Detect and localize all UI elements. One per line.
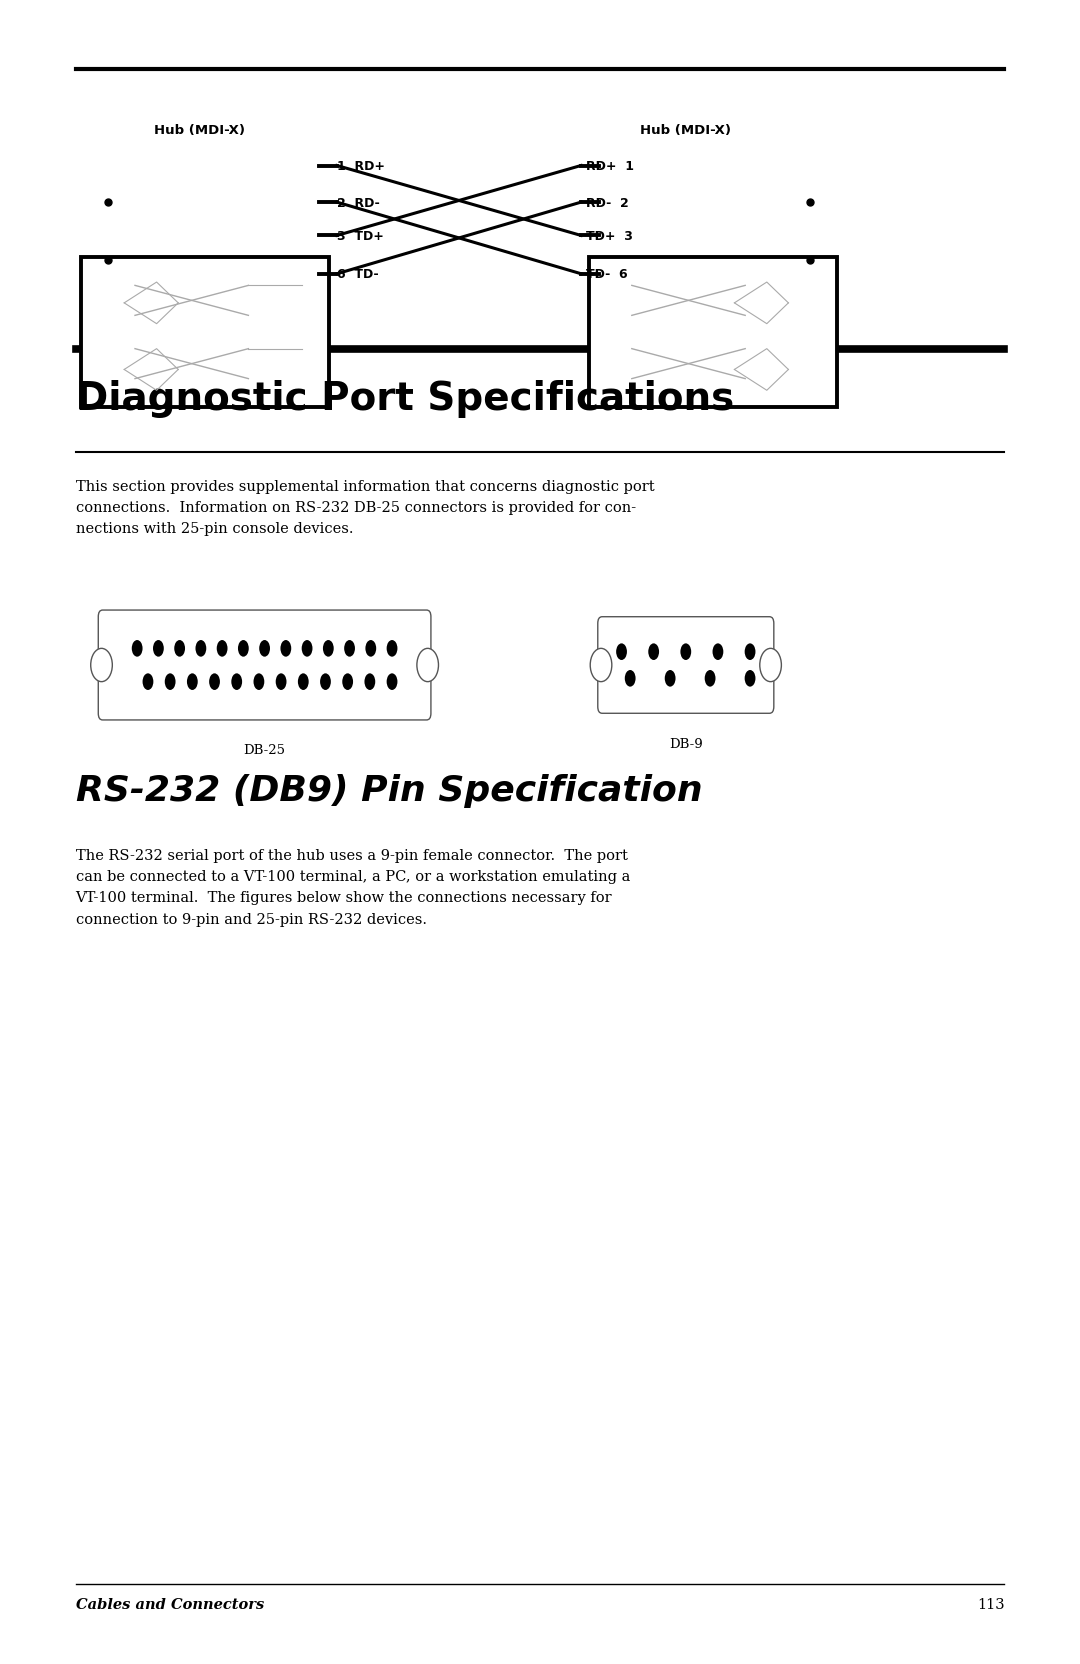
Text: DB-9: DB-9 [669, 737, 703, 750]
Circle shape [132, 641, 143, 657]
Circle shape [143, 674, 153, 691]
Circle shape [591, 649, 611, 682]
Text: Hub (MDI-X): Hub (MDI-X) [154, 123, 245, 136]
Text: RS-232 (DB9) Pin Specification: RS-232 (DB9) Pin Specification [76, 774, 702, 807]
Circle shape [254, 674, 265, 691]
Circle shape [281, 641, 292, 657]
Circle shape [301, 641, 312, 657]
Circle shape [91, 649, 112, 682]
Text: 2  RD-: 2 RD- [337, 196, 380, 210]
Circle shape [217, 641, 228, 657]
Text: 3  TD+: 3 TD+ [337, 230, 383, 243]
Circle shape [174, 641, 185, 657]
Text: TD+  3: TD+ 3 [586, 230, 633, 243]
Circle shape [760, 649, 782, 682]
Circle shape [665, 671, 676, 687]
Text: RD-  2: RD- 2 [586, 196, 630, 210]
FancyBboxPatch shape [589, 258, 837, 408]
Text: RD+  1: RD+ 1 [586, 160, 634, 173]
Circle shape [298, 674, 309, 691]
Circle shape [616, 644, 626, 661]
Circle shape [195, 641, 206, 657]
Text: Cables and Connectors: Cables and Connectors [76, 1597, 264, 1611]
Circle shape [210, 674, 220, 691]
Circle shape [259, 641, 270, 657]
Circle shape [648, 644, 659, 661]
Circle shape [323, 641, 334, 657]
Circle shape [345, 641, 355, 657]
Text: DB-25: DB-25 [244, 744, 285, 757]
Circle shape [364, 674, 375, 691]
Circle shape [745, 644, 756, 661]
FancyBboxPatch shape [98, 611, 431, 721]
Circle shape [275, 674, 286, 691]
Circle shape [165, 674, 176, 691]
Circle shape [745, 671, 756, 687]
Circle shape [342, 674, 353, 691]
Circle shape [365, 641, 376, 657]
Text: This section provides supplemental information that concerns diagnostic port
con: This section provides supplemental infor… [76, 479, 654, 536]
Circle shape [387, 641, 397, 657]
Circle shape [238, 641, 248, 657]
Circle shape [625, 671, 635, 687]
Text: TD-  6: TD- 6 [586, 268, 629, 281]
Circle shape [680, 644, 691, 661]
Circle shape [231, 674, 242, 691]
Circle shape [153, 641, 164, 657]
Circle shape [417, 649, 438, 682]
Circle shape [387, 674, 397, 691]
Text: 1  RD+: 1 RD+ [337, 160, 384, 173]
Text: Hub (MDI-X): Hub (MDI-X) [640, 123, 731, 136]
Circle shape [187, 674, 198, 691]
Circle shape [705, 671, 715, 687]
Circle shape [320, 674, 330, 691]
Text: The RS-232 serial port of the hub uses a 9-pin female connector.  The port
can b: The RS-232 serial port of the hub uses a… [76, 849, 630, 927]
FancyBboxPatch shape [81, 258, 329, 408]
Text: Diagnostic Port Specifications: Diagnostic Port Specifications [76, 379, 733, 418]
FancyBboxPatch shape [598, 617, 773, 714]
Text: 6  TD-: 6 TD- [337, 268, 379, 281]
Text: 113: 113 [976, 1597, 1004, 1611]
Circle shape [713, 644, 724, 661]
